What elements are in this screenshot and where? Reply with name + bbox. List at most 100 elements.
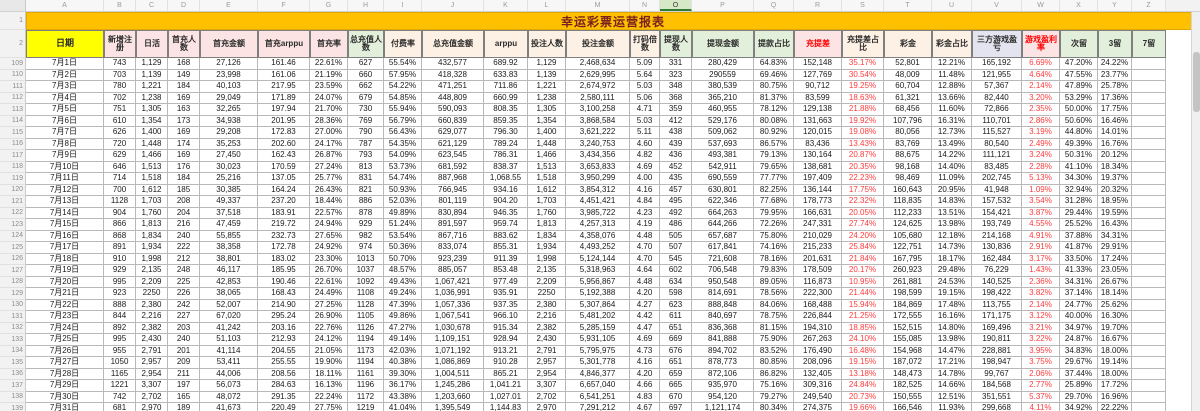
cell-r130-c15[interactable]: 888,848 bbox=[692, 299, 754, 311]
cell-r119-c3[interactable]: 184 bbox=[168, 173, 200, 185]
cell-r111-c20[interactable]: 12.88% bbox=[932, 81, 972, 93]
cell-r110-c20[interactable]: 11.48% bbox=[932, 69, 972, 81]
title-row[interactable]: 1 幸运彩票运营报表 bbox=[0, 12, 1200, 30]
cell-r111-c8[interactable]: 54.22% bbox=[384, 81, 422, 93]
cell-r116-c1[interactable]: 720 bbox=[104, 138, 136, 150]
cell-r123-c22[interactable]: 4.55% bbox=[1022, 219, 1060, 231]
cell-r138-c17[interactable]: 249,540 bbox=[794, 391, 842, 403]
cell-r119-c12[interactable]: 3,950,299 bbox=[566, 173, 630, 185]
cell-r126-c0[interactable]: 7月18日 bbox=[26, 253, 104, 265]
cell-r127-c24[interactable]: 23.05% bbox=[1098, 265, 1132, 277]
cell-r114-c24[interactable]: 16.46% bbox=[1098, 115, 1132, 127]
cell-r131-c13[interactable]: 4.42 bbox=[630, 311, 660, 323]
cell-r112-c15[interactable]: 365,210 bbox=[692, 92, 754, 104]
table-row[interactable]: 117 7月9日 629 1,466 169 27,450 162.43 26.87% 793 5… bbox=[0, 150, 1200, 162]
table-row[interactable]: 110 7月2日 703 1,139 149 23,998 161.06 21.19% 660 5… bbox=[0, 69, 1200, 81]
cell-r115-c2[interactable]: 1,400 bbox=[136, 127, 168, 139]
cell-r132-c22[interactable]: 3.21% bbox=[1022, 322, 1060, 334]
cell-r128-c19[interactable]: 261,881 bbox=[884, 276, 932, 288]
cell-r125-c9[interactable]: 833,074 bbox=[422, 242, 484, 254]
cell-r130-c9[interactable]: 1,057,336 bbox=[422, 299, 484, 311]
cell-r128-c2[interactable]: 2,209 bbox=[136, 276, 168, 288]
table-row[interactable]: 120 7月12日 700 1,612 185 30,385 164.24 26.43% 821… bbox=[0, 184, 1200, 196]
cell-r128-c0[interactable]: 7月20日 bbox=[26, 276, 104, 288]
cell-r138-c16[interactable]: 79.27% bbox=[754, 391, 794, 403]
cell-r124-c21[interactable]: 214,168 bbox=[972, 230, 1022, 242]
cell-r133-c7[interactable]: 1194 bbox=[348, 334, 384, 346]
cell-r111-c0[interactable]: 7月3日 bbox=[26, 81, 104, 93]
cell-r139-c6[interactable]: 27.75% bbox=[310, 403, 348, 411]
cell-r121-c4[interactable]: 49,337 bbox=[200, 196, 258, 208]
cell-r129-c7[interactable]: 1108 bbox=[348, 288, 384, 300]
cell-r138-c22[interactable]: 5.37% bbox=[1022, 391, 1060, 403]
cell-r128-c23[interactable]: 34.31% bbox=[1060, 276, 1098, 288]
row-header-111[interactable]: 111 bbox=[0, 81, 26, 93]
cell-r112-c5[interactable]: 171.89 bbox=[258, 92, 310, 104]
cell-r129-c1[interactable]: 923 bbox=[104, 288, 136, 300]
cell-r139-c2[interactable]: 2,970 bbox=[136, 403, 168, 411]
cell-r138-c10[interactable]: 1,027.01 bbox=[484, 391, 528, 403]
cell-r123-c20[interactable]: 13.98% bbox=[932, 219, 972, 231]
cell-r119-c14[interactable]: 435 bbox=[660, 173, 692, 185]
cell-r139-c16[interactable]: 80.34% bbox=[754, 403, 794, 411]
cell-r117-c10[interactable]: 786.31 bbox=[484, 150, 528, 162]
column-header-u[interactable]: U bbox=[932, 0, 972, 11]
cell-r110-c21[interactable]: 121,955 bbox=[972, 69, 1022, 81]
cell-r129-c5[interactable]: 168.43 bbox=[258, 288, 310, 300]
cell-r124-c17[interactable]: 210,029 bbox=[794, 230, 842, 242]
cell-r126-c25[interactable] bbox=[1132, 253, 1166, 265]
cell-r134-c14[interactable]: 676 bbox=[660, 345, 692, 357]
cell-r109-c9[interactable]: 432,577 bbox=[422, 58, 484, 70]
cell-r119-c0[interactable]: 7月11日 bbox=[26, 173, 104, 185]
cell-r111-c21[interactable]: 57,367 bbox=[972, 81, 1022, 93]
cell-r133-c2[interactable]: 2,430 bbox=[136, 334, 168, 346]
cell-r118-c6[interactable]: 27.24% bbox=[310, 161, 348, 173]
cell-r127-c9[interactable]: 885,057 bbox=[422, 265, 484, 277]
cell-r139-c21[interactable]: 299,668 bbox=[972, 403, 1022, 411]
cell-r117-c7[interactable]: 793 bbox=[348, 150, 384, 162]
column-header-m[interactable]: M bbox=[566, 0, 630, 11]
cell-r120-c7[interactable]: 821 bbox=[348, 184, 384, 196]
cell-r117-c15[interactable]: 493,381 bbox=[692, 150, 754, 162]
cell-r122-c17[interactable]: 166,631 bbox=[794, 207, 842, 219]
cell-r135-c19[interactable]: 187,072 bbox=[884, 357, 932, 369]
cell-r120-c14[interactable]: 457 bbox=[660, 184, 692, 196]
cell-r125-c21[interactable]: 130,836 bbox=[972, 242, 1022, 254]
table-row[interactable]: 119 7月11日 714 1,518 184 25,216 137.05 25.77% 831… bbox=[0, 173, 1200, 185]
cell-r121-c0[interactable]: 7月13日 bbox=[26, 196, 104, 208]
cell-r112-c13[interactable]: 5.06 bbox=[630, 92, 660, 104]
cell-r125-c22[interactable]: 2.91% bbox=[1022, 242, 1060, 254]
cell-r132-c15[interactable]: 836,368 bbox=[692, 322, 754, 334]
cell-r116-c6[interactable]: 24.17% bbox=[310, 138, 348, 150]
cell-r137-c5[interactable]: 284.63 bbox=[258, 380, 310, 392]
cell-r126-c16[interactable]: 78.16% bbox=[754, 253, 794, 265]
row-header-127[interactable]: 127 bbox=[0, 265, 26, 277]
cell-r117-c1[interactable]: 629 bbox=[104, 150, 136, 162]
cell-r135-c23[interactable]: 29.67% bbox=[1060, 357, 1098, 369]
sheet-grid[interactable]: 1 幸运彩票运营报表 2 日期 新增注册 日活 首充人数 首充金额 首充arppu 首充率 总充值人… bbox=[0, 12, 1200, 411]
cell-r115-c12[interactable]: 3,621,222 bbox=[566, 127, 630, 139]
cell-r114-c9[interactable]: 660,839 bbox=[422, 115, 484, 127]
cell-r134-c4[interactable]: 41,114 bbox=[200, 345, 258, 357]
cell-r127-c25[interactable] bbox=[1132, 265, 1166, 277]
cell-r135-c9[interactable]: 1,086,869 bbox=[422, 357, 484, 369]
table-row[interactable]: 123 7月15日 866 1,813 216 47,459 219.72 24.94% 929… bbox=[0, 219, 1200, 231]
cell-r132-c12[interactable]: 5,285,159 bbox=[566, 322, 630, 334]
row-header-129[interactable]: 129 bbox=[0, 288, 26, 300]
cell-r113-c17[interactable]: 129,138 bbox=[794, 104, 842, 116]
cell-r136-c24[interactable]: 18.00% bbox=[1098, 368, 1132, 380]
column-header-v[interactable]: V bbox=[972, 0, 1022, 11]
cell-r111-c2[interactable]: 1,221 bbox=[136, 81, 168, 93]
cell-r115-c6[interactable]: 27.00% bbox=[310, 127, 348, 139]
cell-r131-c9[interactable]: 1,067,541 bbox=[422, 311, 484, 323]
cell-r121-c22[interactable]: 3.54% bbox=[1022, 196, 1060, 208]
cell-r133-c9[interactable]: 1,109,151 bbox=[422, 334, 484, 346]
cell-r114-c18[interactable]: 19.92% bbox=[842, 115, 884, 127]
cell-r124-c20[interactable]: 12.18% bbox=[932, 230, 972, 242]
cell-r116-c5[interactable]: 202.60 bbox=[258, 138, 310, 150]
cell-r112-c12[interactable]: 2,580,111 bbox=[566, 92, 630, 104]
cell-r116-c16[interactable]: 86.57% bbox=[754, 138, 794, 150]
cell-r125-c19[interactable]: 122,751 bbox=[884, 242, 932, 254]
cell-r130-c4[interactable]: 52,007 bbox=[200, 299, 258, 311]
